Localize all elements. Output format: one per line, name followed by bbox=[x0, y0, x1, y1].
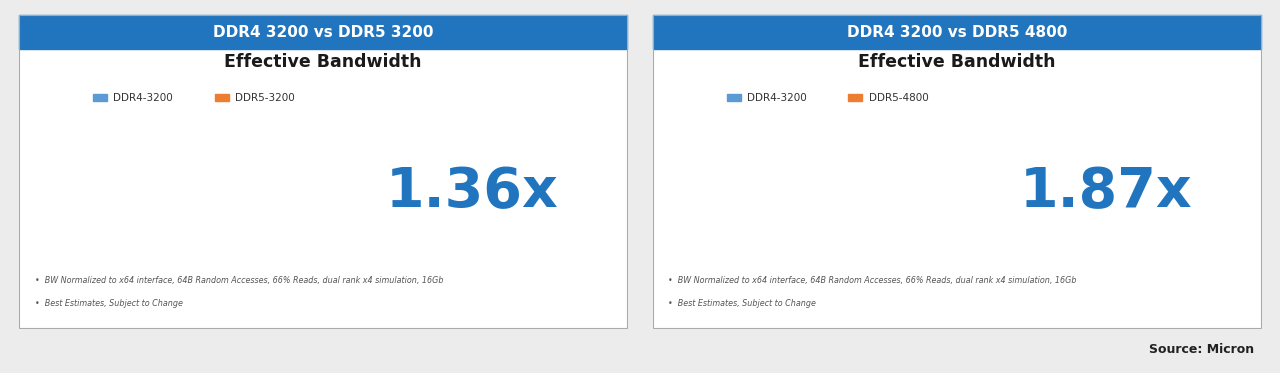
Y-axis label: GB/s: GB/s bbox=[67, 171, 79, 198]
Text: Effective Bandwidth: Effective Bandwidth bbox=[224, 53, 422, 71]
Text: 1.87x: 1.87x bbox=[1019, 166, 1192, 219]
Text: DDR4 3200 vs DDR5 4800: DDR4 3200 vs DDR5 4800 bbox=[846, 25, 1068, 40]
Text: DDR5-4800: DDR5-4800 bbox=[869, 93, 928, 103]
Text: •  BW Normalized to x64 interface, 64B Random Accesses, 66% Reads, dual rank x4 : • BW Normalized to x64 interface, 64B Ra… bbox=[35, 276, 443, 285]
Text: •  Best Estimates, Subject to Change: • Best Estimates, Subject to Change bbox=[35, 299, 183, 308]
Text: 1.36x: 1.36x bbox=[385, 166, 558, 219]
Text: DDR4 3200 vs DDR5 3200: DDR4 3200 vs DDR5 3200 bbox=[212, 25, 434, 40]
Text: Source: Micron: Source: Micron bbox=[1149, 343, 1254, 356]
Text: DDR4-3200: DDR4-3200 bbox=[114, 93, 173, 103]
Bar bbox=[750, 203, 801, 263]
Bar bbox=[852, 150, 904, 263]
Text: •  Best Estimates, Subject to Change: • Best Estimates, Subject to Change bbox=[668, 299, 817, 308]
Text: Effective Bandwidth: Effective Bandwidth bbox=[858, 53, 1056, 71]
Text: DDR4-3200: DDR4-3200 bbox=[748, 93, 806, 103]
Text: •  BW Normalized to x64 interface, 64B Random Accesses, 66% Reads, dual rank x4 : • BW Normalized to x64 interface, 64B Ra… bbox=[668, 276, 1076, 285]
Bar bbox=[116, 169, 168, 263]
Text: DDR5-3200: DDR5-3200 bbox=[236, 93, 294, 103]
Bar bbox=[219, 134, 270, 263]
Y-axis label: GB/s: GB/s bbox=[700, 171, 713, 198]
